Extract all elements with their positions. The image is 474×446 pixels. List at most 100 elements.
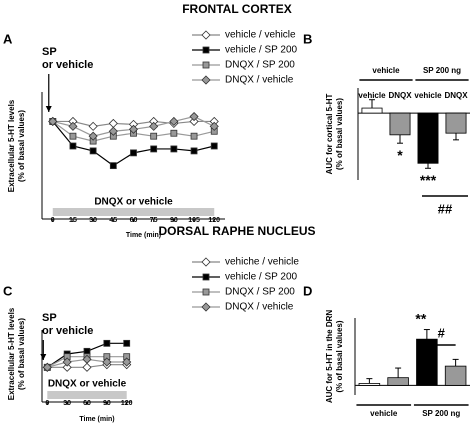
data-point: [68, 121, 78, 131]
data-point: [102, 357, 112, 367]
data-point: [103, 339, 111, 347]
y-axis-label: (% of basal values): [17, 110, 26, 182]
data-point: [69, 132, 77, 140]
panel-letter: C: [3, 283, 13, 298]
x-axis-label: Time (min): [79, 416, 114, 423]
legend-marker: [201, 257, 211, 267]
significance: ##: [438, 201, 453, 216]
data-point: [82, 354, 92, 364]
bar: [358, 383, 381, 386]
annotation: SP: [42, 46, 57, 58]
arrow-head: [45, 106, 52, 112]
x-tick-label: 45: [109, 217, 117, 224]
data-point: [82, 362, 92, 372]
data-point: [189, 111, 199, 122]
data-point: [109, 162, 117, 170]
annotation: or vehicle: [42, 59, 93, 71]
legend-label: vehicle / SP 200: [225, 272, 298, 283]
annotation: SP: [42, 312, 57, 324]
x-tick-label: 0: [51, 217, 55, 224]
data-point: [150, 145, 158, 153]
panel-letter: B: [303, 31, 312, 46]
data-point: [190, 132, 198, 140]
x-tick-label: 0: [45, 400, 49, 407]
x-tick-label: 30: [89, 217, 97, 224]
significance: #: [438, 325, 446, 340]
data-point: [189, 116, 199, 127]
treatment-label: DNQX or vehicle: [48, 379, 127, 390]
significance: **: [415, 310, 426, 326]
arrow-head: [40, 354, 47, 360]
legend-label: vehiche / vehicle: [225, 257, 299, 268]
legend-marker: [201, 302, 211, 312]
treatment-label: DNQX or vehicle: [94, 197, 173, 208]
data-point: [62, 362, 72, 372]
section-title: DORSAL RAPHE NUCLEUS: [158, 224, 315, 238]
x-tick-label: 105: [188, 217, 200, 224]
data-point: [209, 121, 219, 131]
legend-marker: [202, 46, 210, 54]
group-label: SP 200 ng: [423, 66, 461, 75]
legend-label: vehicle / vehicle: [225, 30, 296, 41]
data-point: [48, 116, 58, 127]
data-point: [170, 129, 178, 137]
bar: [445, 112, 467, 134]
x-tick-label: 30: [63, 400, 71, 407]
data-point: [69, 142, 77, 150]
legend-label: DNQX / vehicle: [225, 75, 294, 86]
data-point: [123, 339, 131, 347]
group-label: vehicle: [372, 66, 400, 75]
y-axis-label: Extracellular 5-HT levels: [7, 99, 16, 192]
x-axis-label: Time (min): [126, 232, 161, 239]
x-tick-label: 120: [208, 217, 220, 224]
legend-marker: [202, 273, 210, 281]
significance: *: [397, 147, 403, 163]
data-point: [89, 147, 97, 155]
legend-label: DNQX / SP 200: [225, 60, 295, 71]
significance: ***: [420, 172, 437, 188]
section-title: FRONTAL CORTEX: [182, 2, 292, 16]
x-tick-label: 120: [121, 400, 133, 407]
legend-label: vehicle / SP 200: [225, 45, 298, 56]
data-point: [88, 131, 98, 141]
data-point: [62, 357, 72, 367]
bar: [417, 112, 439, 164]
legend-label: DNQX / SP 200: [225, 287, 295, 298]
legend-marker: [202, 61, 210, 69]
bar: [389, 112, 411, 136]
bar: [387, 377, 409, 386]
y-axis-label: (% of basal values): [17, 318, 26, 390]
group-label: vehicle: [370, 409, 398, 418]
bar: [361, 107, 383, 114]
data-point: [122, 357, 132, 367]
data-point: [190, 147, 198, 155]
x-tick-label: 60: [130, 217, 138, 224]
y-axis-label: AUC for cortical 5-HT: [325, 93, 334, 174]
panel-letter: D: [303, 283, 312, 298]
data-point: [170, 145, 178, 153]
bar: [416, 338, 438, 386]
group-label: SP 200 ng: [422, 409, 460, 418]
data-point: [150, 132, 158, 140]
data-point: [130, 149, 137, 157]
category-label: vehicle: [358, 91, 386, 100]
legend-marker: [202, 288, 210, 296]
x-tick-label: 15: [69, 217, 77, 224]
legend-marker: [201, 75, 211, 85]
x-tick-label: 90: [170, 217, 178, 224]
x-tick-label: 60: [83, 400, 91, 407]
y-axis-label: (% of basal values): [335, 320, 344, 392]
treatment-bar: [52, 208, 215, 216]
y-axis-label: (% of basal values): [335, 98, 344, 170]
y-axis-label: Extracellular 5-HT levels: [7, 307, 16, 400]
data-point: [88, 121, 98, 131]
annotation: or vehicle: [42, 325, 93, 337]
data-point: [149, 121, 159, 131]
legend-marker: [201, 30, 211, 40]
bar: [444, 365, 467, 386]
treatment-bar: [47, 391, 127, 399]
data-point: [108, 126, 118, 136]
category-label: vehicle: [414, 91, 442, 100]
category-label: DNQX: [444, 91, 468, 100]
data-point: [210, 142, 218, 150]
